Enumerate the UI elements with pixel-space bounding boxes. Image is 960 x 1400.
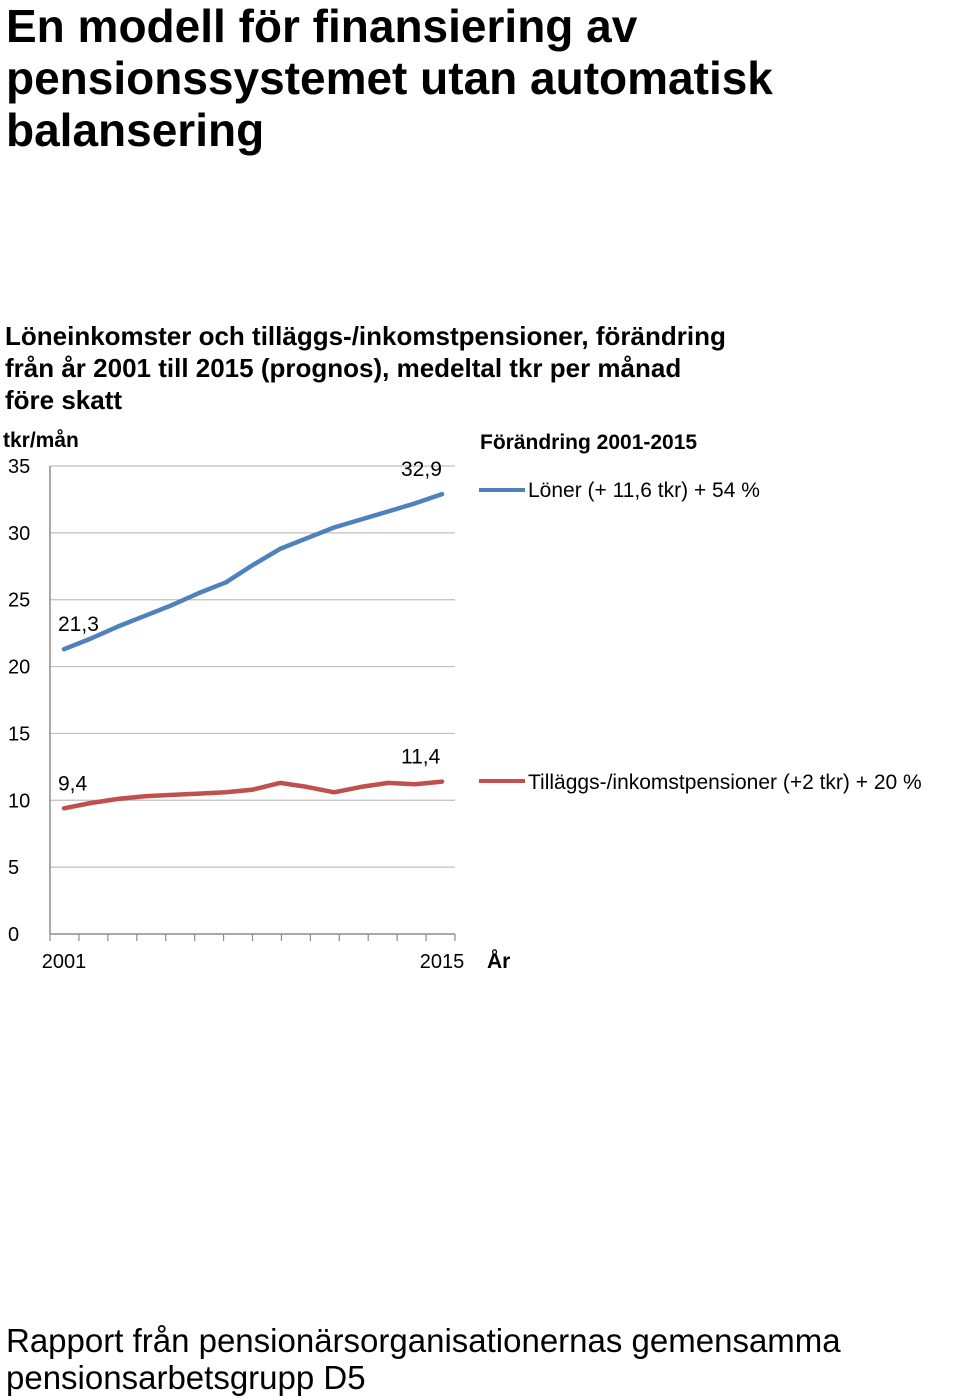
y-tick-label: 5 bbox=[8, 857, 19, 879]
y-tick-label: 15 bbox=[8, 723, 30, 745]
document-footer: Rapport från pensionärsorganisationernas… bbox=[6, 1322, 956, 1396]
document-title: En modell för finansiering av pensionssy… bbox=[6, 0, 946, 156]
legend: Löner (+ 11,6 tkr) + 54 % Tilläggs-/inko… bbox=[479, 479, 922, 794]
data-label: 9,4 bbox=[58, 772, 88, 795]
document-title-line: pensionssystemet utan automatisk bbox=[6, 52, 773, 104]
y-tick-label: 35 bbox=[8, 456, 30, 478]
y-tick-label: 0 bbox=[8, 924, 19, 946]
labels: 0 5 10 15 20 25 30 35 2001 2015 21,3 32,9 9,4 11,4 bbox=[8, 456, 464, 973]
axes bbox=[49, 466, 456, 941]
y-tick-label: 10 bbox=[8, 790, 30, 812]
x-axis-label: År bbox=[487, 949, 510, 973]
series-line bbox=[61, 779, 445, 811]
data-label: 32,9 bbox=[401, 458, 442, 481]
data-label: 11,4 bbox=[401, 746, 441, 769]
chart-title-line: Löneinkomster och tilläggs-/inkomstpensi… bbox=[5, 321, 726, 351]
grid-lines bbox=[50, 465, 455, 868]
y-tick-label: 25 bbox=[8, 590, 30, 612]
x-tick-label: 2001 bbox=[42, 951, 87, 973]
chart-title-line: från år 2001 till 2015 (prognos), medelt… bbox=[5, 353, 682, 383]
x-tick-label: 2015 bbox=[420, 951, 465, 973]
legend-label-pensioner: Tilläggs-/inkomstpensioner (+2 tkr) + 20… bbox=[528, 771, 922, 794]
footer-line: pensionsarbetsgrupp D5 bbox=[6, 1359, 366, 1396]
footer-line: Rapport från pensionärsorganisationernas… bbox=[6, 1322, 841, 1359]
document-title-line: En modell för finansiering av bbox=[6, 0, 638, 52]
legend-title: Förändring 2001-2015 bbox=[480, 431, 697, 454]
y-tick-label: 30 bbox=[8, 523, 30, 545]
chart-title-line: före skatt bbox=[5, 385, 123, 415]
chart-title: Löneinkomster och tilläggs-/inkomstpensi… bbox=[5, 320, 905, 416]
legend-label-loner: Löner (+ 11,6 tkr) + 54 % bbox=[528, 479, 760, 502]
line-chart: 0 5 10 15 20 25 30 35 2001 2015 21,3 32,9 9,4 11,4 tk… bbox=[3, 429, 922, 973]
document-title-line: balansering bbox=[6, 104, 265, 156]
data-label: 21,3 bbox=[58, 613, 99, 636]
y-tick-label: 20 bbox=[8, 657, 30, 679]
series-line bbox=[61, 491, 445, 652]
y-axis-label: tkr/mån bbox=[3, 429, 79, 452]
series-lines bbox=[61, 491, 445, 811]
